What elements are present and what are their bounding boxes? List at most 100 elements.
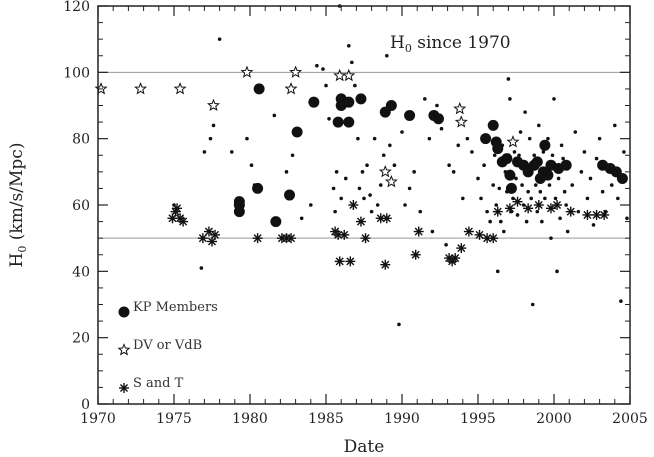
data-point-small-dot [518,130,523,134]
data-point-filled-circle [343,116,355,128]
data-point-asterisk [456,243,467,254]
data-point-small-dot [538,189,543,194]
data-point-small-dot [594,156,599,161]
data-point-small-dot [430,229,435,234]
data-point-small-dot [597,136,602,141]
data-point-small-dot [315,63,319,68]
data-point-filled-circle [432,113,444,125]
data-point-small-dot [331,186,336,191]
data-point-asterisk [599,209,610,220]
data-point-asterisk [339,229,350,240]
data-point-small-dot [495,269,500,274]
data-point-small-dot [613,123,617,128]
data-point-small-dot [576,209,581,214]
data-point-asterisk [523,203,534,214]
data-point-asterisk [582,209,593,220]
legend-item: S and T [119,376,184,393]
data-point-small-dot [565,229,570,234]
data-point-small-dot [558,216,562,221]
series-filled-circle [233,83,628,228]
data-point-small-dot [537,123,541,128]
data-point-small-dot [360,170,365,174]
data-point-small-dot [333,209,337,214]
data-point-small-dot [290,153,295,158]
data-point-small-dot [553,196,558,201]
data-point-small-dot [208,136,213,141]
data-point-small-dot [427,136,432,141]
x-tick-label: 2005 [612,411,648,427]
data-point-small-dot [517,153,521,158]
data-point-small-dot [506,77,511,81]
data-point-filled-circle [233,196,245,208]
data-point-small-dot [494,203,499,207]
data-point-small-dot [397,322,401,327]
data-point-small-dot [588,176,593,181]
data-point-asterisk [381,213,392,224]
data-point-asterisk [413,226,424,237]
data-point-small-dot [299,216,304,221]
data-point-asterisk [565,206,576,217]
data-point-asterisk [334,256,345,267]
data-point-small-dot [515,213,520,217]
data-point-small-dot [388,143,392,148]
data-point-small-dot [372,136,377,141]
data-point-filled-circle [404,109,416,121]
data-point-filled-circle [332,116,344,128]
data-point-small-dot [552,97,556,101]
data-point-small-dot [476,176,480,181]
data-point-asterisk [345,256,356,267]
data-point-asterisk [360,233,371,244]
data-point-small-dot [418,209,423,214]
data-point-small-dot [616,196,620,201]
data-point-small-dot [245,136,249,141]
data-point-filled-circle [504,169,516,181]
data-point-small-dot [347,44,351,48]
y-tick-label: 60 [72,198,90,214]
data-point-small-dot [334,170,339,174]
data-point-filled-circle [308,96,320,108]
data-point-small-dot [524,219,529,224]
data-point-small-dot [392,163,397,167]
data-point-small-dot [508,97,512,101]
data-point-small-dot [470,150,474,154]
y-tick-label: 100 [63,65,90,81]
data-point-small-dot [362,196,366,201]
data-point-small-dot [249,163,254,167]
data-point-small-dot [199,266,204,270]
y-tick-label: 120 [63,0,90,15]
data-point-small-dot [514,176,518,181]
data-point-filled-circle [343,96,355,108]
data-point-small-dot [502,229,506,234]
data-point-small-dot [309,203,313,207]
data-point-small-dot [324,83,328,88]
x-tick-label: 1995 [460,411,496,427]
data-point-small-dot [491,183,496,187]
data-point-small-dot [488,219,492,224]
data-point-small-dot [530,302,535,307]
data-point-small-dot [622,150,626,154]
data-point-small-dot [217,37,222,41]
data-point-small-dot [541,150,546,154]
data-point-asterisk [504,203,515,214]
legend-label: S and T [133,376,184,391]
data-point-asterisk [197,233,208,244]
data-point-filled-circle [487,119,499,131]
y-tick-label: 40 [72,264,90,280]
axis-ticks: 1970 1975 1980 1985 1990 1995 2000 2005 0 20 40 60 8… [63,0,648,427]
data-point-filled-circle [542,169,554,181]
data-point-small-dot [447,163,451,167]
data-point-small-dot [375,203,380,207]
data-point-open-star [206,98,221,112]
data-point-small-dot [479,196,483,201]
data-point-small-dot [456,143,461,148]
data-point-asterisk [286,233,297,244]
data-point-small-dot [625,216,629,221]
legend-label: KP Members [133,300,218,315]
data-point-asterisk [380,259,391,270]
x-tick-label: 1980 [232,411,268,427]
legend-marker [117,343,131,356]
data-point-small-dot [619,299,623,303]
data-point-small-dot [272,113,277,118]
data-point-open-star [454,115,468,128]
data-point-asterisk [488,233,499,244]
